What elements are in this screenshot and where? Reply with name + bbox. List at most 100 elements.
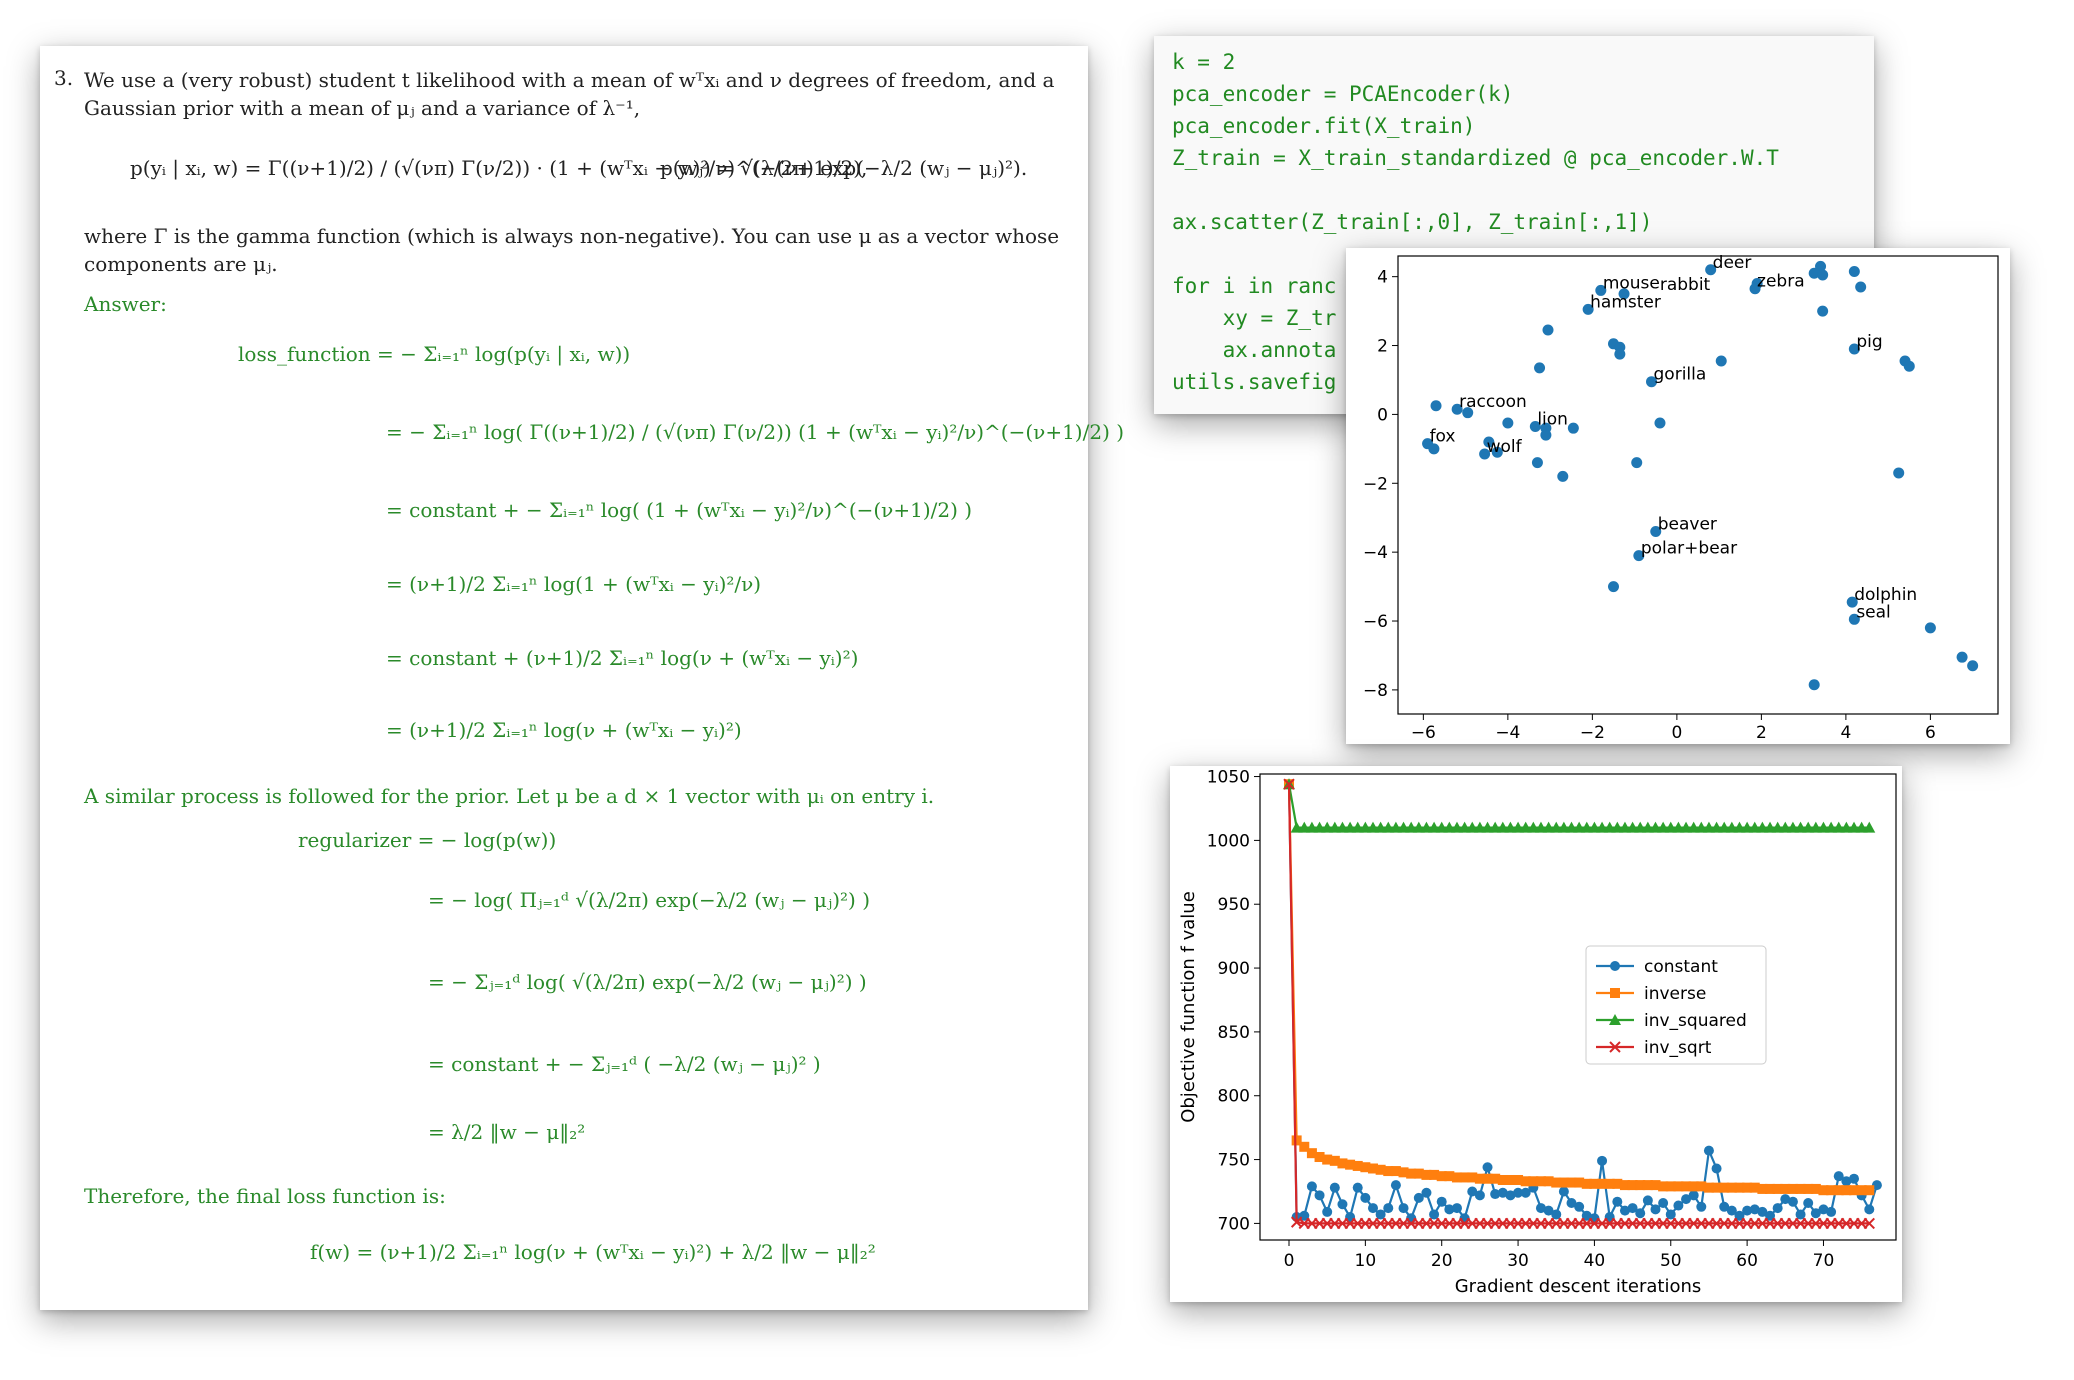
series-point-inv_squared (1557, 821, 1570, 833)
series-point-inv_squared (1298, 821, 1311, 833)
series-point-inv_squared (1321, 821, 1334, 833)
series-point-inverse (1803, 1183, 1814, 1194)
line-x-tick-label: 10 (1355, 1251, 1377, 1271)
series-point-inverse (1619, 1180, 1630, 1191)
series-point-inv_squared (1328, 821, 1341, 833)
loss-line-4: = constant + (ν+1)/2 Σᵢ₌₁ⁿ log(ν + (wᵀxᵢ… (386, 646, 859, 670)
series-point-constant (1833, 1171, 1844, 1182)
series-point-inverse (1505, 1174, 1516, 1185)
scatter-point (1967, 660, 1979, 672)
scatter-point (1428, 443, 1440, 455)
series-point-constant (1803, 1197, 1814, 1208)
series-point-inv_squared (1405, 821, 1418, 833)
series-point-inv_squared (1825, 821, 1838, 833)
series-point-constant (1795, 1209, 1806, 1220)
code-line-0: k = 2 (1172, 50, 1236, 74)
legend-label-constant: constant (1644, 957, 1718, 977)
series-point-inverse (1673, 1181, 1684, 1192)
series-point-inverse (1833, 1185, 1844, 1196)
reg-line-0: regularizer = − log(p(w)) (298, 828, 557, 852)
series-point-constant (1451, 1203, 1462, 1214)
series-point-inverse (1345, 1159, 1356, 1170)
series-point-constant (1650, 1204, 1661, 1215)
series-point-constant (1849, 1173, 1860, 1184)
scatter-annotation: seal (1856, 602, 1890, 622)
series-point-inv_squared (1580, 821, 1593, 833)
series-point-inverse (1856, 1185, 1867, 1196)
series-point-inv_squared (1779, 821, 1792, 833)
series-point-inv_squared (1313, 821, 1326, 833)
scatter-point (1567, 422, 1579, 434)
scatter-annotation: pig (1856, 332, 1882, 352)
series-point-inverse (1642, 1180, 1653, 1191)
scatter-point (1483, 436, 1495, 448)
scatter-point (1848, 343, 1860, 355)
scatter-y-tick-label: −8 (1363, 681, 1388, 701)
scatter-point (1462, 407, 1474, 419)
series-point-inverse (1390, 1166, 1401, 1177)
code-line-7: for i in ranc (1172, 274, 1337, 298)
series-point-constant (1551, 1209, 1562, 1220)
series-point-inv_squared (1718, 821, 1731, 833)
series-point-constant (1864, 1204, 1875, 1215)
series-point-constant (1826, 1206, 1837, 1217)
scatter-point (1817, 305, 1829, 317)
series-point-inv_squared (1680, 821, 1693, 833)
series-point-inverse (1337, 1158, 1348, 1169)
scatter-point (1848, 265, 1860, 277)
series-point-constant (1658, 1197, 1669, 1208)
series-point-inv_squared (1855, 821, 1868, 833)
series-point-inv_squared (1512, 821, 1525, 833)
series-point-inv_squared (1504, 821, 1517, 833)
line-y-tick-label: 1050 (1207, 768, 1250, 788)
line-y-tick-label: 950 (1218, 895, 1250, 915)
series-point-inverse (1597, 1178, 1608, 1189)
code-line-5: ax.scatter(Z_train[:,0], Z_train[:,1]) (1172, 210, 1653, 234)
series-point-inverse (1482, 1173, 1493, 1184)
series-point-inverse (1688, 1181, 1699, 1192)
line-x-tick-label: 20 (1431, 1251, 1453, 1271)
series-point-inverse (1765, 1183, 1776, 1194)
series-point-constant (1681, 1194, 1692, 1205)
series-point-inv_squared (1641, 821, 1654, 833)
series-point-inv_squared (1450, 821, 1463, 833)
code-line-1: pca_encoder = PCAEncoder(k) (1172, 82, 1514, 106)
series-point-constant (1429, 1209, 1440, 1220)
answer-label: Answer: (84, 292, 167, 316)
scatter-point (1855, 281, 1867, 293)
scatter-point (1607, 581, 1619, 593)
objective-chart-card: 0 10 20 30 40 50 60 70 700 750 800 850 900 950 1000 105… (1170, 766, 1902, 1302)
series-point-inverse (1795, 1183, 1806, 1194)
loss-line-2: = constant + − Σᵢ₌₁ⁿ log( (1 + (wᵀxᵢ − y… (386, 498, 973, 522)
series-point-inverse (1703, 1182, 1714, 1193)
series-point-inverse (1681, 1181, 1692, 1192)
intro-line-1: We use a (very robust) student t likelih… (84, 68, 1055, 92)
series-point-inv_squared (1588, 821, 1601, 833)
scatter-y-tick-label: 4 (1377, 268, 1388, 288)
scatter-y-tick-label: −2 (1363, 474, 1388, 494)
scatter-annotation: zebra (1757, 272, 1805, 292)
scatter-point (1582, 303, 1594, 315)
legend-label-inv_sqrt: inv_sqrt (1644, 1038, 1712, 1058)
code-line-3: Z_train = X_train_standardized @ pca_enc… (1172, 146, 1779, 170)
series-point-constant (1513, 1187, 1524, 1198)
series-point-inverse (1787, 1183, 1798, 1194)
series-point-inverse (1757, 1183, 1768, 1194)
series-point-inv_squared (1412, 821, 1425, 833)
series-point-inv_squared (1832, 821, 1845, 833)
scatter-axes-frame (1397, 255, 1999, 715)
series-point-inv_squared (1611, 821, 1624, 833)
series-line-constant (1287, 784, 1878, 1221)
line-axes-frame (1259, 773, 1897, 1241)
code-snippet: k = 2 pca_encoder = PCAEncoder(k) pca_en… (1154, 36, 1874, 414)
series-point-inv_squared (1748, 821, 1761, 833)
reg-line-4: = λ/2 ‖w − μ‖₂² (428, 1120, 586, 1144)
series-point-constant (1360, 1192, 1371, 1203)
series-point-inv_squared (1809, 821, 1822, 833)
series-point-constant (1314, 1190, 1325, 1201)
series-point-inv_squared (1634, 821, 1647, 833)
series-point-constant (1627, 1203, 1638, 1214)
scatter-annotation: deer (1713, 253, 1752, 273)
series-point-inv_squared (1534, 821, 1547, 833)
